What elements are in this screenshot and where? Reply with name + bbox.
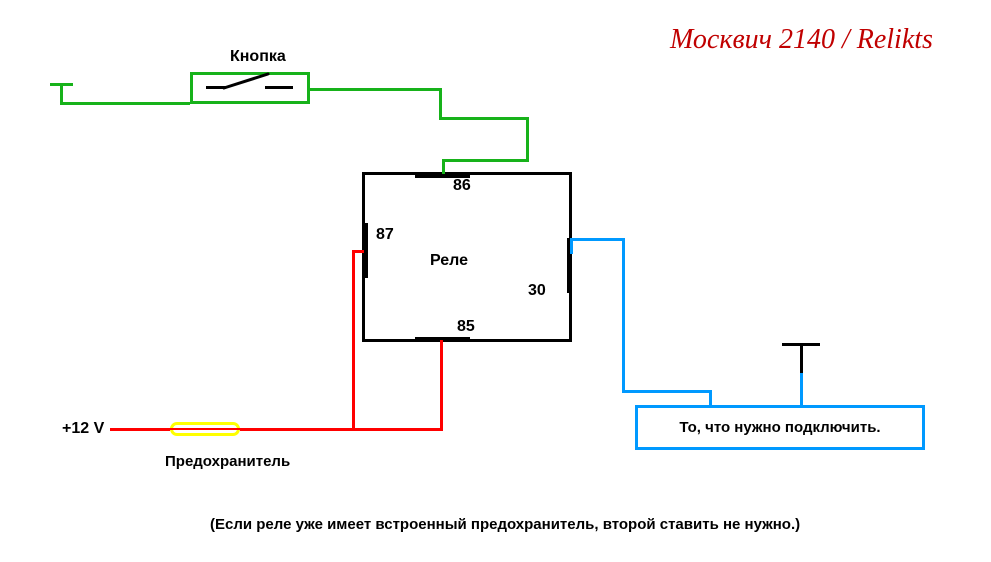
ground-right-stem [800, 345, 803, 375]
label-relay: Реле [430, 252, 468, 270]
label-pin-30: 30 [528, 282, 546, 300]
label-load: То, что нужно подключить. [679, 419, 880, 436]
wire-g-bendA-up [439, 88, 442, 120]
label-pin-86: 86 [453, 177, 471, 195]
wire-r-12v-to-fuse [110, 428, 170, 431]
wire-g-top-long [439, 117, 529, 120]
label-12v: +12 V [62, 420, 104, 438]
wire-g-term-to-btn [63, 102, 190, 105]
wire-r-85-right [352, 428, 443, 431]
wire-b-30-down [622, 238, 625, 393]
wire-r-into-87 [352, 250, 364, 253]
wire-b-to-load-v [709, 390, 712, 407]
wire-g-into-86 [442, 159, 529, 162]
wire-r-fuse-to-riser [240, 428, 355, 431]
label-pin-85: 85 [457, 318, 475, 336]
wire-b-to-load-h [622, 390, 712, 393]
switch-contact-left [206, 86, 226, 89]
fuse-filament [170, 428, 240, 430]
label-footnote: (Если реле уже имеет встроенный предохра… [210, 516, 800, 533]
relay-pin-87 [365, 223, 368, 278]
label-pin-87: 87 [376, 226, 394, 244]
switch-contact-right [265, 86, 293, 89]
label-button: Кнопка [230, 48, 286, 66]
wire-r-riser-to-87 [352, 250, 355, 431]
label-fuse: Предохранитель [165, 453, 290, 470]
signature-text: Москвич 2140 / Relikts [670, 24, 933, 56]
wire-b-gnd-up [800, 373, 803, 407]
wire-g-down-to-86 [526, 117, 529, 162]
ground-right-bar [782, 343, 820, 346]
load-box: То, что нужно подключить. [635, 405, 925, 450]
wire-g-stub-86 [442, 159, 445, 174]
wire-g-btn-to-bendA [310, 88, 442, 91]
ground-left-bar [50, 83, 73, 86]
wire-r-85-down [440, 340, 443, 428]
relay-pin-86 [415, 175, 470, 178]
wire-b-30-out [570, 238, 625, 241]
wire-b-30-stub [570, 238, 573, 254]
